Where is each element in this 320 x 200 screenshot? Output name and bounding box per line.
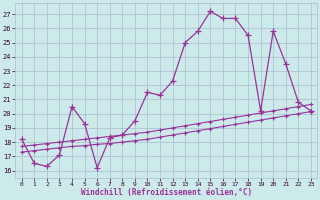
X-axis label: Windchill (Refroidissement éolien,°C): Windchill (Refroidissement éolien,°C) xyxy=(81,188,252,197)
